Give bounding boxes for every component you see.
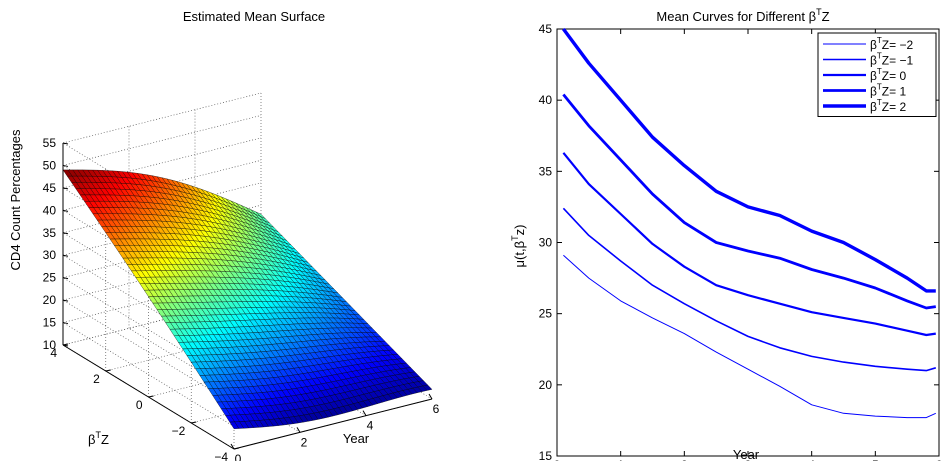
grid-line [62,92,262,144]
line-chart: Mean Curves for Different βTZ 0123456152… [510,7,943,461]
legend-label-beta: β [870,54,877,68]
x-tick-label: 0 [235,452,242,461]
surface-ylabel: βTZ [88,430,109,447]
y-tick-label: 4 [50,346,57,360]
y-tick [62,343,69,346]
legend-label: βTZ= −2 [870,36,913,52]
z-tick [62,254,69,257]
legend-label-sup: T [877,52,882,61]
surface-cell [422,384,433,391]
z-tick [62,232,69,235]
legend-label-sup: T [877,36,882,45]
legend-label-tail: Z= −2 [882,38,914,52]
surface-mesh [62,169,433,429]
y-tick [233,447,240,450]
series-line-4 [562,93,937,310]
series-line-1 [563,254,937,419]
y-tick-label: 25 [539,307,553,321]
z-tick [62,209,69,212]
surface-zlabel: CD4 Count Percentages [8,129,23,270]
z-tick-label: 30 [43,248,57,262]
x-tick [362,410,367,416]
z-tick [62,277,69,280]
legend-label-tail: Z= 1 [882,85,907,99]
x-tick-label: 1 [617,458,624,461]
x-tick [230,443,235,450]
x-tick-label: 2 [681,458,688,461]
line-chart-xlabel: Year [733,447,760,461]
surface-chart-title: Estimated Mean Surface [183,9,325,24]
x-tick-label: 4 [808,458,815,461]
grid-line [62,299,235,405]
legend-label: βTZ= 1 [870,83,906,99]
y-tick-label: −4 [214,450,228,461]
legend-label-sup: T [877,98,882,107]
grid-line [62,115,262,166]
z-tick [62,187,69,190]
x-tick [296,427,301,433]
z-tick-label: 45 [43,181,57,195]
legend-label-tail: Z= −1 [882,54,914,68]
surface-xlabel: Year [343,431,370,446]
x-tick [428,393,433,400]
z-tick-label: 40 [43,203,57,217]
y-tick-label: 30 [539,236,553,250]
legend-label: βTZ= 2 [870,98,906,114]
y-tick-label: 20 [539,378,553,392]
x-tick-label: 2 [301,435,308,449]
y-tick-label: 0 [136,398,143,412]
z-tick [62,164,69,167]
y-tick [148,395,154,398]
z-tick-label: 20 [43,293,57,307]
series-line-5 [562,27,936,293]
line-chart-title: Mean Curves for Different βTZ [656,7,829,24]
z-tick-label: 50 [43,158,57,172]
x-axis-line [233,398,433,450]
grid-line [62,294,262,346]
x-tick-label: 0 [554,458,561,461]
legend-label-beta: β [870,100,877,114]
series-line-2 [562,207,937,372]
z-tick-label: 25 [43,271,57,285]
z-tick [62,142,69,145]
legend-label-beta: β [870,38,877,52]
grid-line [62,322,235,427]
x-tick-label: 6 [936,458,943,461]
z-tick-label: 10 [43,338,57,352]
line-chart-ylabel: μ(t,βTz) [510,225,527,268]
series-line-3 [562,152,936,337]
y-tick [105,369,111,372]
legend-label-sup: T [877,67,882,76]
x-tick-label: 5 [872,458,879,461]
z-tick-label: 35 [43,226,57,240]
legend-label-tail: Z= 0 [882,69,907,83]
line-chart-series [562,27,937,419]
legend-label-tail: Z= 2 [882,100,907,114]
y-tick-label: 15 [539,449,553,461]
y-tick-label: 45 [539,22,553,36]
surface-axes: 10 15 20 25 30 35 40 45 50 55 0 2 4 6 −4 −2 0 2 4 [43,136,440,461]
y-tick-label: 40 [539,93,553,107]
legend-label-sup: T [877,83,882,92]
y-tick-label: −2 [172,424,186,438]
y-tick-label: 35 [539,164,553,178]
z-tick [62,299,69,302]
x-tick-label: 6 [433,402,440,416]
x-tick-label: 3 [745,458,752,461]
y-tick-label: 2 [93,372,100,386]
y-tick [191,421,197,424]
z-tick [62,322,69,325]
legend-label-beta: β [870,69,877,83]
surface-chart: Estimated Mean Surface 10152025303540455… [8,9,440,461]
legend-label: βTZ= 0 [870,67,906,83]
legend-label-beta: β [870,85,877,99]
legend-label: βTZ= −1 [870,52,913,68]
grid-line [62,137,262,189]
x-tick-label: 4 [367,419,374,433]
z-tick-label: 15 [43,316,57,330]
z-tick-label: 55 [43,136,57,150]
